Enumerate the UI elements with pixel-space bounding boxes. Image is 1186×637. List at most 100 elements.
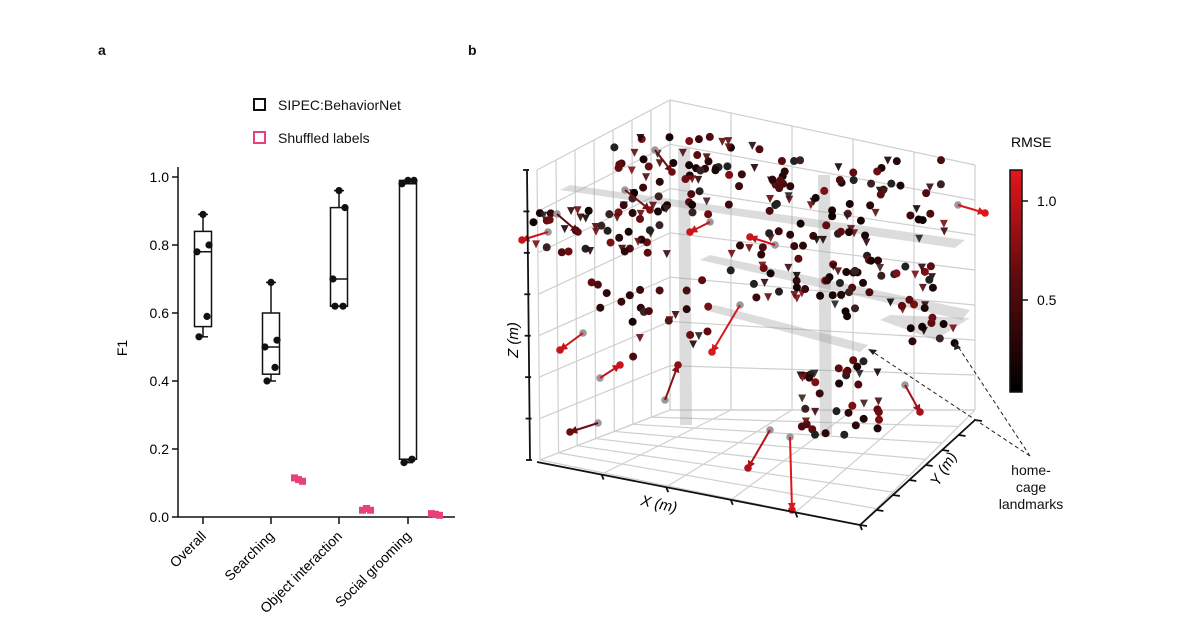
scatter-marker xyxy=(797,289,806,298)
scatter-point xyxy=(939,320,948,329)
scatter-point xyxy=(639,155,648,164)
scatter-marker xyxy=(911,270,920,279)
scatter-marker xyxy=(843,212,852,221)
data-point xyxy=(341,204,349,212)
scatter-marker xyxy=(798,373,807,382)
scatter-points xyxy=(518,132,989,514)
scatter-point xyxy=(681,175,690,184)
x-tick xyxy=(729,499,734,506)
scatter-marker xyxy=(876,264,885,273)
scatter-point xyxy=(865,288,874,297)
data-point xyxy=(195,333,203,341)
scatter-point xyxy=(920,304,929,313)
scatter-point xyxy=(545,215,554,224)
scatter-point xyxy=(725,170,734,179)
scatter-point xyxy=(705,132,714,141)
scatter-point xyxy=(834,229,842,238)
scatter-point xyxy=(850,266,859,275)
scatter-point xyxy=(637,135,646,144)
data-point xyxy=(410,176,418,184)
scatter-point xyxy=(628,209,637,218)
error-arrow xyxy=(559,332,584,351)
scatter-marker xyxy=(567,207,576,216)
scatter-point xyxy=(688,208,697,217)
scatter-marker xyxy=(918,283,927,292)
scatter-marker xyxy=(800,372,809,381)
scatter-marker xyxy=(873,368,882,377)
scatter-point xyxy=(836,227,845,236)
grid-line xyxy=(631,119,634,425)
scatter-marker xyxy=(635,334,644,343)
scatter-point xyxy=(805,373,814,382)
scatter-point xyxy=(617,159,626,168)
scatter-point xyxy=(926,262,935,271)
shuffled-point xyxy=(363,505,370,512)
scatter-point xyxy=(905,295,914,304)
error-arrow xyxy=(711,304,741,353)
scatter-point xyxy=(726,266,735,275)
scatter-marker xyxy=(648,201,657,210)
scatter-point xyxy=(737,170,746,179)
scatter-point xyxy=(685,171,694,180)
error-arrow xyxy=(521,231,549,242)
predicted-point xyxy=(674,361,682,369)
scatter-marker xyxy=(630,148,639,157)
scatter-point xyxy=(843,312,852,321)
scatter-point xyxy=(914,215,923,224)
scatter-point xyxy=(772,199,781,208)
y-axis-label: F1 xyxy=(114,340,130,357)
scatter-point xyxy=(844,228,853,237)
true-position-point xyxy=(596,374,604,382)
data-point xyxy=(261,343,269,351)
landmarks xyxy=(560,148,970,435)
scatter-point xyxy=(630,188,639,197)
grid-line xyxy=(536,169,541,461)
scatter-point xyxy=(892,157,901,166)
scatter-point xyxy=(587,278,596,287)
true-position-point xyxy=(651,146,659,154)
legend-label-sipec: SIPEC:BehaviorNet xyxy=(278,96,401,113)
annotation-arrow-2 xyxy=(956,344,1031,457)
box-iqr xyxy=(398,179,418,460)
box-overall xyxy=(193,210,213,341)
scatter-point xyxy=(655,286,664,295)
scatter-point xyxy=(660,203,669,212)
grid-line xyxy=(795,409,915,513)
box-social-grooming xyxy=(398,176,418,467)
predicted-point xyxy=(708,348,716,356)
scatter-point xyxy=(851,421,860,430)
data-point xyxy=(273,336,281,344)
scatter-point xyxy=(749,279,758,288)
scatter-point xyxy=(584,206,593,215)
predicted-point xyxy=(616,361,624,369)
scatter-point xyxy=(901,262,910,271)
scatter-point xyxy=(694,135,703,144)
annotation-arrowhead-1 xyxy=(868,349,877,355)
scatter-marker xyxy=(671,310,680,319)
scatter-point xyxy=(840,430,849,439)
error-arrow xyxy=(957,204,986,215)
scatter-point xyxy=(546,209,555,218)
scatter-point xyxy=(775,184,784,193)
scatter-point xyxy=(802,420,811,429)
scatter-marker xyxy=(874,397,883,406)
scatter-marker xyxy=(613,213,622,222)
scatter-point xyxy=(935,334,944,343)
grid-line xyxy=(555,159,560,453)
scatter-point xyxy=(535,209,544,218)
grid-line xyxy=(558,452,877,510)
error-arrow xyxy=(599,364,621,379)
data-point xyxy=(263,377,271,385)
scatter-point xyxy=(786,230,795,239)
scatter-point xyxy=(877,271,886,280)
scatter-marker xyxy=(829,262,838,271)
landmark-plate-1 xyxy=(880,315,970,340)
scatter-point xyxy=(928,313,937,322)
scatter-marker xyxy=(880,187,889,196)
shuffled-point xyxy=(436,511,443,519)
error-arrow xyxy=(624,189,651,211)
scatter-point xyxy=(735,241,744,250)
true-position-point xyxy=(766,426,774,434)
scatter-point xyxy=(906,211,915,220)
legend: SIPEC:BehaviorNet Shuffled labels xyxy=(253,88,401,154)
